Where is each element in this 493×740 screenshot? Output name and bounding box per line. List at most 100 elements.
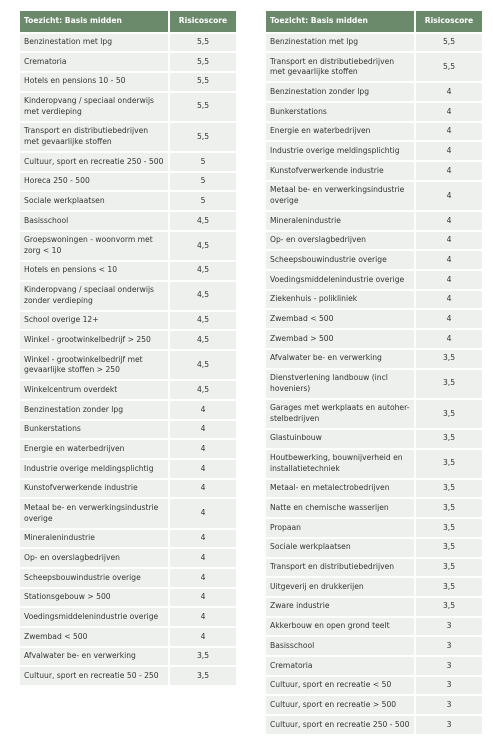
category-cell: Zwembad < 500 <box>20 627 169 648</box>
header-cell: Risicoscore <box>168 11 236 34</box>
score-cell: 4 <box>414 309 482 331</box>
category-cell: Winkelcentrum overdekt <box>20 380 169 401</box>
table-row: Op- en overslagbedrijven 4 <box>266 230 482 252</box>
score-cell: 5,5 <box>414 32 482 54</box>
score-cell: 5 <box>168 191 236 212</box>
table-row: Transport en distributiebedrijven 3,5 <box>266 557 482 579</box>
score-cell: 4,5 <box>168 350 236 382</box>
score-cell: 5,5 <box>168 91 236 123</box>
category-cell: Garages met werkplaats en autoher-stelbe… <box>266 398 415 430</box>
table-row: Voedingsmiddelenindustrie overige 4 <box>266 270 482 291</box>
score-cell: 4,5 <box>168 380 236 401</box>
score-cell: 3 <box>414 616 482 638</box>
category-cell: Kinderopvang / speciaal onderwijs met ve… <box>20 91 169 123</box>
category-cell: Voedingsmiddelenindustrie overige <box>20 607 169 629</box>
category-cell: Afvalwater be- en verwerking <box>20 646 169 668</box>
table-row: Industrie overige meldingsplichtig 4 <box>20 459 236 480</box>
category-cell: Dienstverlening landbouw (incl hoveniers… <box>266 368 415 400</box>
category-cell: Transport en distributiebedrijven <box>266 557 415 579</box>
category-cell: Bunkerstations <box>20 419 169 441</box>
score-cell: 4 <box>168 528 236 550</box>
score-cell: 4 <box>168 548 236 569</box>
table-row: Kinderopvang / speciaal onderwijs zonder… <box>20 280 236 312</box>
header-cell: Toezicht: Basis midden <box>20 11 169 34</box>
category-cell: Natte en chemische wasserijen <box>266 498 415 520</box>
category-cell: Ziekenhuis - polikliniek <box>266 289 415 311</box>
category-cell: Transport en distributiebedrijven met ge… <box>20 121 169 153</box>
category-cell: Basisschool <box>20 211 169 232</box>
table-row: Hotels en pensions 10 - 50 5,5 <box>20 71 236 93</box>
table-row: Cultuur, sport en recreatie 250 - 500 3 <box>266 715 482 736</box>
table-row: Horeca 250 - 500 5 <box>20 171 236 193</box>
score-cell: 4,5 <box>168 260 236 282</box>
table-row: School overige 12+ 4,5 <box>20 310 236 332</box>
table-row: Cultuur, sport en recreatie > 500 3 <box>266 695 482 716</box>
table-row: Transport en distributiebedrijven met ge… <box>266 52 482 84</box>
score-cell: 3,5 <box>414 348 482 370</box>
score-cell: 3 <box>414 715 482 736</box>
score-cell: 3 <box>414 675 482 697</box>
score-cell: 3,5 <box>168 646 236 668</box>
score-cell: 3,5 <box>414 498 482 520</box>
score-cell: 5,5 <box>168 32 236 54</box>
header-cell: Risicoscore <box>414 11 482 34</box>
score-cell: 4,5 <box>168 230 236 262</box>
table-row: Mineralenindustrie 4 <box>266 211 482 232</box>
category-cell: Industrie overige meldingsplichtig <box>20 459 169 480</box>
table-row: Zwembad > 500 4 <box>266 329 482 350</box>
category-cell: Benzinestation zonder lpg <box>20 400 169 421</box>
table-row: Afvalwater be- en verwerking 3,5 <box>20 646 236 668</box>
table-row: Hotels en pensions < 10 4,5 <box>20 260 236 282</box>
category-cell: Sociale werkplaatsen <box>20 191 169 212</box>
score-cell: 3,5 <box>414 557 482 579</box>
header-row: Toezicht: Basis midden Risicoscore <box>266 11 482 34</box>
category-cell: Kunstofverwerkende industrie <box>20 478 169 500</box>
score-cell: 4 <box>414 289 482 311</box>
table-row: Energie en waterbedrijven 4 <box>266 121 482 143</box>
category-cell: Metaal be- en verwerkingsindustrie overi… <box>20 498 169 530</box>
table-row: Bunkerstations 4 <box>266 102 482 123</box>
category-cell: Zware industrie <box>266 596 415 618</box>
table-row: Cultuur, sport en recreatie 250 - 500 5 <box>20 151 236 173</box>
category-cell: Benzinestation met lpg <box>266 32 415 54</box>
category-cell: Houtbewerking, bouwnijverheid en install… <box>266 448 415 480</box>
score-cell: 3,5 <box>414 428 482 450</box>
table-row: Zwembad < 500 4 <box>20 627 236 648</box>
category-cell: Op- en overslagbedrijven <box>266 230 415 252</box>
category-cell: Kinderopvang / speciaal onderwijs zonder… <box>20 280 169 312</box>
score-cell: 4 <box>168 459 236 480</box>
table-row: Basisschool 3 <box>266 636 482 657</box>
table-row: Kunstofverwerkende industrie 4 <box>20 478 236 500</box>
category-cell: Bunkerstations <box>266 102 415 123</box>
table-row: Propaan 3,5 <box>266 518 482 539</box>
category-cell: Industrie overige meldingsplichtig <box>266 141 415 163</box>
category-cell: Basisschool <box>266 636 415 657</box>
score-cell: 5,5 <box>168 121 236 153</box>
score-cell: 4 <box>168 400 236 421</box>
category-cell: Metaal be- en verwerkingsindustrie overi… <box>266 180 415 213</box>
table-row: Benzinestation zonder lpg 4 <box>20 400 236 421</box>
table-row: Scheepsbouwindustrie overige 4 <box>20 568 236 589</box>
score-cell: 3,5 <box>414 537 482 559</box>
category-cell: Crematoria <box>20 52 169 73</box>
category-cell: Mineralenindustrie <box>266 211 415 232</box>
table-row: Natte en chemische wasserijen 3,5 <box>266 498 482 520</box>
table-row: Winkel - grootwinkelbedrijf > 250 4,5 <box>20 330 236 352</box>
table-row: Stationsgebouw > 500 4 <box>20 587 236 609</box>
score-table: Toezicht: Basis midden Risicoscore Benzine… <box>20 11 236 688</box>
table-row: Metaal- en metalectrobedrijven 3,5 <box>266 478 482 500</box>
score-cell: 4 <box>168 627 236 648</box>
score-cell: 5,5 <box>168 52 236 73</box>
category-cell: Cultuur, sport en recreatie > 500 <box>266 695 415 716</box>
category-cell: Scheepsbouwindustrie overige <box>266 250 415 272</box>
category-cell: Sociale werkplaatsen <box>266 537 415 559</box>
table-row: Metaal be- en verwerkingsindustrie overi… <box>20 498 236 530</box>
table-row: Mineralenindustrie 4 <box>20 528 236 550</box>
score-cell: 4 <box>168 478 236 500</box>
score-cell: 3,5 <box>414 398 482 430</box>
score-cell: 4 <box>168 607 236 629</box>
category-cell: Energie en waterbedrijven <box>20 439 169 461</box>
table-row: Bunkerstations 4 <box>20 419 236 441</box>
score-cell: 5,5 <box>168 71 236 93</box>
category-cell: Glastuinbouw <box>266 428 415 450</box>
